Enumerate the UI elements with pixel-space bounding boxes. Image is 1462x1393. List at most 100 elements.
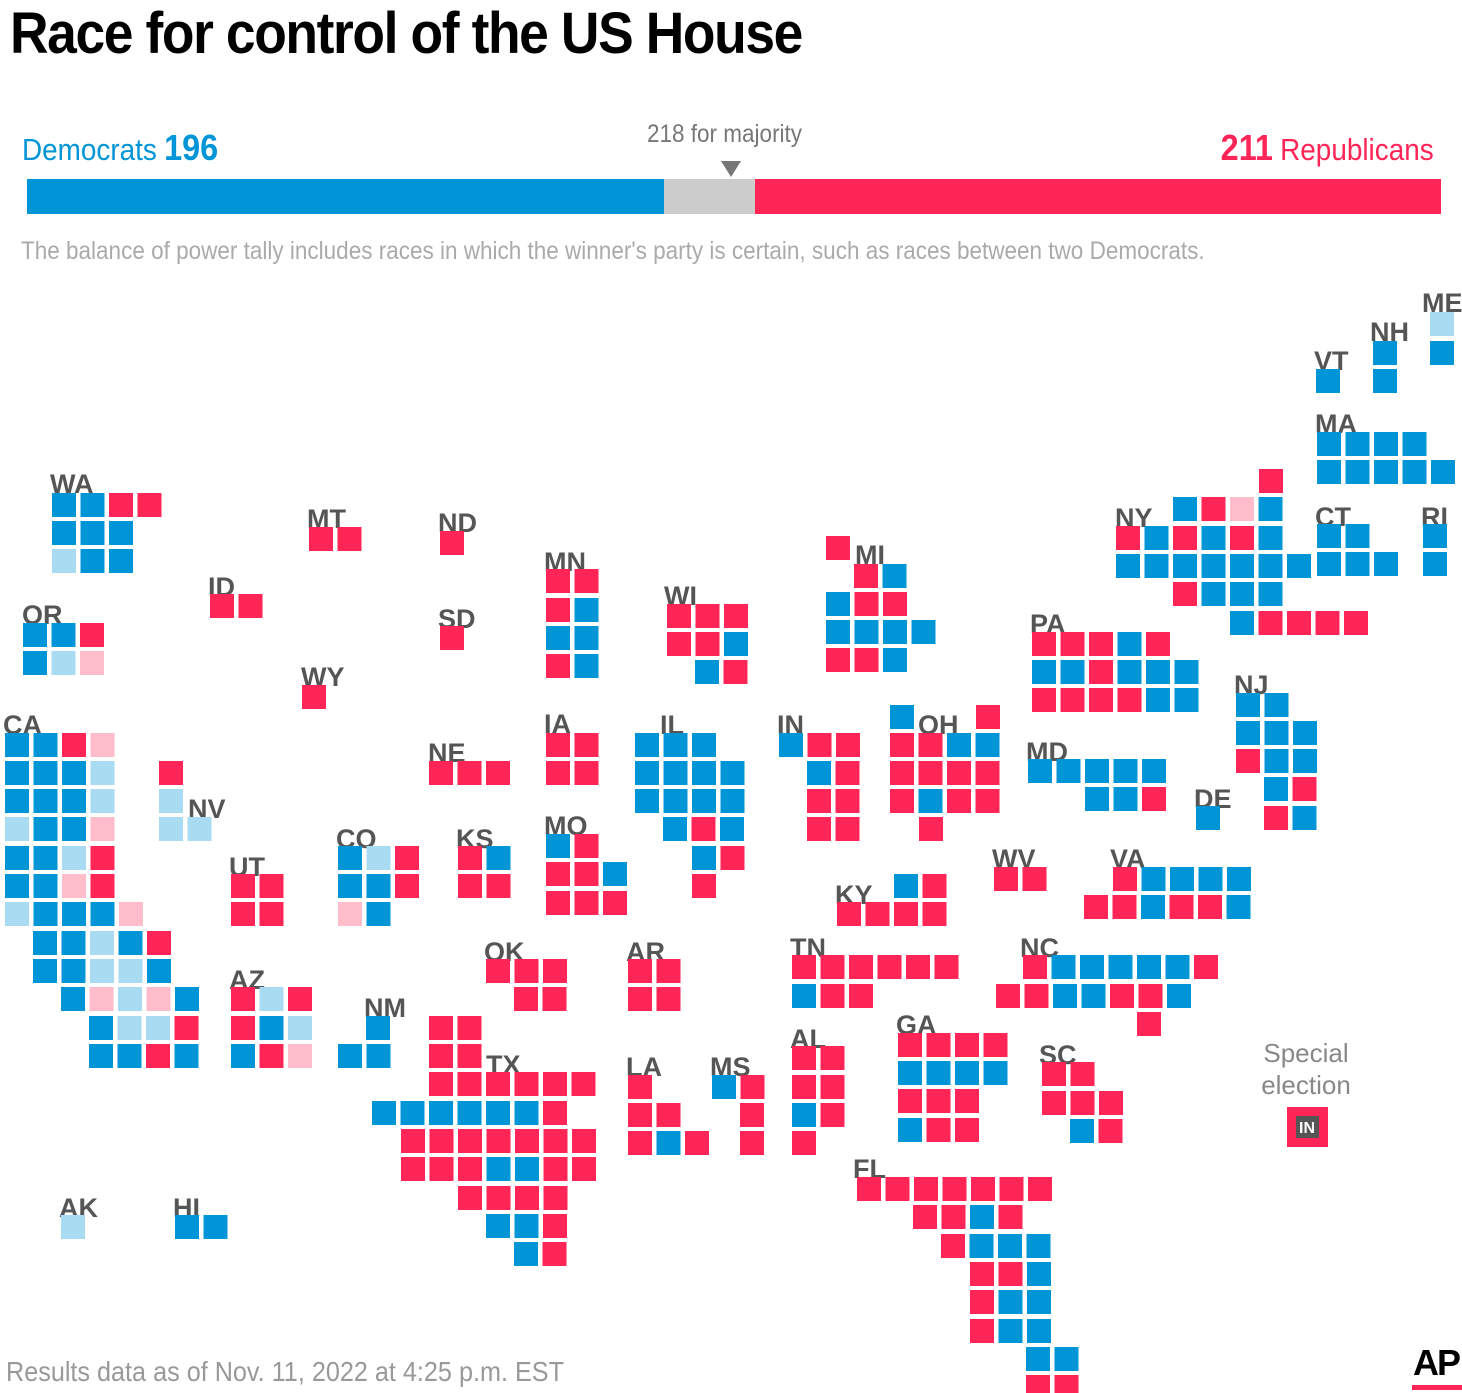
- seat: [543, 1129, 568, 1153]
- seat: [457, 1044, 482, 1068]
- seat: [1201, 582, 1226, 606]
- seat: [1167, 984, 1191, 1008]
- seat: [514, 1214, 539, 1238]
- seat: [792, 1075, 816, 1099]
- seat: [1089, 660, 1113, 684]
- state-oh: OH: [890, 705, 1000, 841]
- seat: [1142, 787, 1166, 811]
- seat: [918, 789, 943, 813]
- state-wy: WY: [301, 662, 345, 709]
- seat: [62, 874, 86, 898]
- republicans-tally: 211 Republicans: [1221, 127, 1434, 169]
- seat: [720, 761, 745, 785]
- seat: [80, 549, 105, 573]
- state-va: VA: [1084, 844, 1251, 919]
- seat: [934, 955, 959, 979]
- seat: [231, 987, 255, 1011]
- seat: [740, 1103, 764, 1127]
- state-co: CO: [336, 824, 419, 926]
- seat: [62, 761, 86, 785]
- seat: [970, 1319, 994, 1343]
- seat: [159, 817, 183, 841]
- state-id: ID: [208, 572, 263, 618]
- state-ky: KY: [835, 874, 947, 926]
- seat: [457, 1101, 482, 1125]
- seat: [1258, 497, 1283, 521]
- seat: [1236, 721, 1260, 745]
- state-ok: OK: [484, 937, 567, 1011]
- seat: [898, 1118, 922, 1142]
- seat: [429, 1157, 454, 1181]
- seat: [1173, 526, 1197, 550]
- seat: [1230, 611, 1254, 635]
- seat: [792, 1103, 816, 1127]
- seat: [574, 834, 599, 858]
- seat: [231, 1044, 255, 1068]
- state-ut: UT: [229, 852, 284, 926]
- seat: [1258, 582, 1283, 606]
- seat: [175, 1215, 199, 1239]
- state-ma: MA: [1315, 409, 1455, 484]
- seat: [338, 874, 362, 898]
- seat: [458, 846, 482, 870]
- seat: [1117, 688, 1142, 712]
- seat: [1264, 806, 1288, 830]
- seat: [1258, 526, 1283, 550]
- seat: [1293, 721, 1317, 745]
- seat: [628, 1075, 652, 1099]
- seat: [1230, 526, 1254, 550]
- seat: [486, 761, 510, 785]
- seat: [574, 891, 599, 915]
- undecided-bar-segment: [664, 179, 756, 214]
- seat: [546, 654, 570, 678]
- legend-line-1: Special: [1263, 1038, 1348, 1068]
- seat: [836, 733, 860, 757]
- seat: [1169, 895, 1194, 919]
- seat: [457, 761, 482, 785]
- seat: [1402, 432, 1427, 456]
- seat: [983, 1033, 1008, 1057]
- seat: [1317, 460, 1341, 484]
- seat: [458, 1186, 482, 1210]
- seat: [1258, 611, 1283, 635]
- seat: [1026, 1234, 1051, 1258]
- seat: [975, 761, 1000, 785]
- seat: [1317, 552, 1341, 576]
- seat: [1292, 777, 1317, 801]
- seat: [546, 626, 570, 650]
- seat: [1054, 1375, 1079, 1393]
- seat: [656, 987, 681, 1011]
- seat: [187, 817, 212, 841]
- seat: [1142, 759, 1166, 783]
- seat: [723, 660, 748, 684]
- seat: [835, 761, 860, 785]
- seat: [429, 1016, 453, 1040]
- seat: [969, 1234, 994, 1258]
- seat: [5, 733, 29, 757]
- seat: [429, 1129, 454, 1153]
- seat: [1374, 432, 1398, 456]
- seat: [259, 1044, 284, 1068]
- page-title: Race for control of the US House: [10, 1, 803, 66]
- seat: [603, 862, 627, 886]
- seat: [147, 959, 171, 983]
- state-mo: MO: [544, 811, 627, 915]
- seat: [854, 648, 879, 672]
- seat: [976, 705, 1000, 729]
- seat: [1194, 955, 1218, 979]
- seat: [543, 1072, 567, 1096]
- seat: [1173, 497, 1197, 521]
- seat: [338, 1044, 362, 1068]
- seat: [894, 902, 918, 926]
- seat: [231, 874, 255, 898]
- seat: [1226, 895, 1251, 919]
- state-ms: MS: [710, 1052, 765, 1155]
- seat: [695, 660, 719, 684]
- seat: [51, 623, 76, 647]
- seat: [1146, 688, 1170, 712]
- seat: [5, 874, 29, 898]
- state-nd: ND: [438, 508, 477, 555]
- seat: [1170, 867, 1194, 891]
- seat: [820, 1075, 845, 1099]
- seat: [1201, 526, 1226, 550]
